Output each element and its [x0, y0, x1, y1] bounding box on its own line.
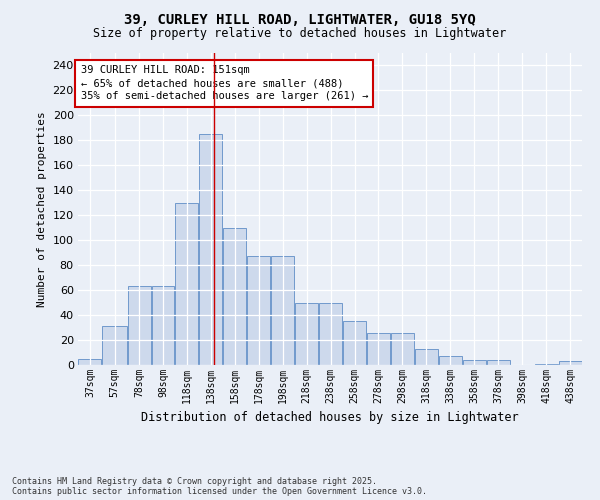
Bar: [367, 332, 390, 365]
Bar: [343, 322, 366, 365]
Bar: [152, 286, 175, 365]
Bar: [223, 228, 247, 365]
Bar: [199, 134, 223, 365]
Text: Contains HM Land Registry data © Crown copyright and database right 2025.
Contai: Contains HM Land Registry data © Crown c…: [12, 476, 427, 496]
Bar: [175, 202, 199, 365]
Bar: [439, 356, 462, 365]
Text: 39, CURLEY HILL ROAD, LIGHTWATER, GU18 5YQ: 39, CURLEY HILL ROAD, LIGHTWATER, GU18 5…: [124, 12, 476, 26]
Bar: [128, 286, 151, 365]
Text: 39 CURLEY HILL ROAD: 151sqm
← 65% of detached houses are smaller (488)
35% of se: 39 CURLEY HILL ROAD: 151sqm ← 65% of det…: [80, 65, 368, 102]
Bar: [559, 361, 581, 365]
Text: Size of property relative to detached houses in Lightwater: Size of property relative to detached ho…: [94, 28, 506, 40]
Bar: [535, 364, 557, 365]
X-axis label: Distribution of detached houses by size in Lightwater: Distribution of detached houses by size …: [141, 412, 519, 424]
Bar: [271, 256, 294, 365]
Bar: [79, 359, 101, 365]
Bar: [487, 360, 509, 365]
Bar: [247, 256, 270, 365]
Bar: [391, 332, 414, 365]
Bar: [463, 360, 486, 365]
Bar: [295, 302, 318, 365]
Bar: [103, 326, 127, 365]
Bar: [319, 302, 342, 365]
Y-axis label: Number of detached properties: Number of detached properties: [37, 111, 47, 306]
Bar: [415, 349, 438, 365]
